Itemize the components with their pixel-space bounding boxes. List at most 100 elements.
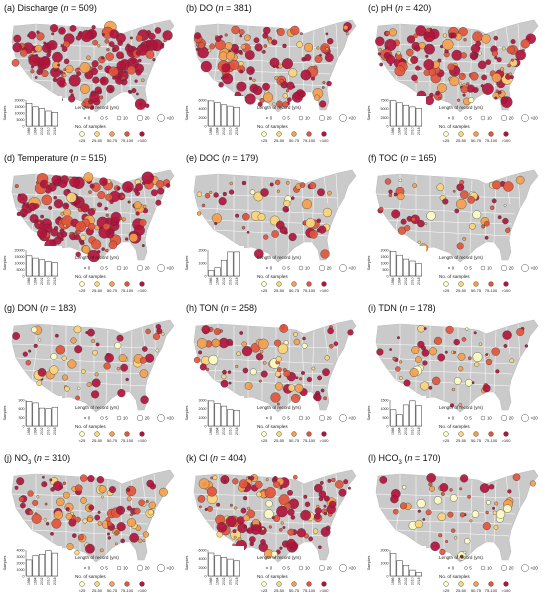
site-circle xyxy=(142,539,146,543)
length-legend-label: >20 xyxy=(531,266,539,271)
state-boundary xyxy=(379,357,516,365)
samples-legend-circle xyxy=(321,581,327,587)
histogram-bar xyxy=(233,410,240,427)
samples-legend-label: 25-50 xyxy=(274,138,285,143)
site-circle xyxy=(248,76,253,81)
site-circle xyxy=(296,528,306,538)
length-legend-label: 20 xyxy=(509,566,514,571)
site-circle xyxy=(88,504,95,511)
length-legend-circle xyxy=(157,564,165,572)
site-circle xyxy=(31,513,42,524)
site-circle xyxy=(286,538,296,548)
histogram-bar xyxy=(233,251,240,277)
histogram-ytick: 1000 xyxy=(381,262,389,266)
histogram-xtick: 1986 xyxy=(209,577,213,585)
histogram-ytick: 0 xyxy=(23,275,25,279)
site-circle xyxy=(503,204,507,207)
samples-legend-circle xyxy=(276,131,282,137)
site-circle xyxy=(90,67,98,76)
site-circle xyxy=(472,31,483,42)
samples-histogram: 2000 1000 0 Samples 1986 1994 2002 2010 2018 xyxy=(184,246,244,296)
samples-legend-circle xyxy=(276,581,282,587)
site-circle xyxy=(74,345,83,354)
site-circle xyxy=(121,76,126,80)
site-circle xyxy=(33,343,38,348)
site-circle xyxy=(64,386,70,392)
site-circle xyxy=(125,237,129,241)
state-boundary xyxy=(311,480,315,543)
histogram-xtick: 1994 xyxy=(34,127,38,135)
site-circle xyxy=(75,221,86,233)
site-circle xyxy=(327,327,334,335)
site-circle xyxy=(74,550,80,556)
length-legend-title: Length of record (yrs) xyxy=(75,255,119,260)
histogram-ytick: 300 xyxy=(19,416,25,420)
histogram-ytick: 20000 xyxy=(15,249,25,253)
site-circle xyxy=(288,68,298,78)
length-legend-circle xyxy=(480,115,486,121)
histogram-ytick: 600 xyxy=(19,407,25,411)
site-circle xyxy=(116,366,121,371)
site-circle xyxy=(213,328,221,336)
site-circle xyxy=(18,496,25,502)
length-legend-label: 10 xyxy=(305,566,310,571)
site-circle xyxy=(256,491,262,498)
site-circle xyxy=(325,32,329,36)
site-circle xyxy=(299,182,306,188)
samples-legend-label: >100 xyxy=(319,288,329,293)
site-circle xyxy=(496,57,502,63)
site-circle xyxy=(471,381,475,385)
us-map xyxy=(11,319,175,413)
state-boundary xyxy=(213,79,329,87)
site-circle xyxy=(233,506,238,510)
site-circle xyxy=(68,518,77,527)
samples-legend-circle xyxy=(109,281,115,287)
site-circle xyxy=(385,31,390,36)
histogram-xtick: 1986 xyxy=(27,427,31,435)
site-circle xyxy=(212,475,218,480)
site-circle xyxy=(314,94,321,101)
length-legend-label: >20 xyxy=(531,416,539,421)
length-legend-circle xyxy=(100,116,104,120)
site-circle xyxy=(323,504,327,508)
site-circle xyxy=(145,353,155,363)
site-circle xyxy=(459,82,463,86)
site-circle xyxy=(216,522,228,533)
site-circle xyxy=(97,510,101,514)
site-circle xyxy=(481,74,487,81)
site-circle xyxy=(423,69,431,76)
site-circle xyxy=(112,48,116,53)
histogram-ytick: 1500 xyxy=(381,399,389,403)
histogram-ytick: 2000 xyxy=(199,566,207,570)
site-circle xyxy=(36,380,43,386)
site-circle xyxy=(49,365,59,375)
samples-histogram: 4000 3000 2000 1000 0 Samples 1986 1994 2002 2010… xyxy=(2,546,62,596)
site-circle xyxy=(41,194,53,206)
histogram-xtick: 1994 xyxy=(34,277,38,285)
length-legend-label: 20 xyxy=(327,416,332,421)
site-circle xyxy=(485,510,489,515)
site-circle xyxy=(284,502,292,510)
histogram-bar xyxy=(32,402,39,427)
state-boundary xyxy=(153,473,157,509)
histogram-xtick: 2002 xyxy=(404,577,408,585)
site-circle xyxy=(165,183,171,188)
histogram-bar xyxy=(409,260,416,277)
state-boundary xyxy=(311,30,315,93)
histogram-bar xyxy=(38,259,46,277)
state-boundary xyxy=(213,379,329,387)
length-legend-circle xyxy=(339,114,347,122)
site-circle xyxy=(53,481,63,491)
site-circle xyxy=(261,527,265,531)
site-circle xyxy=(335,480,344,489)
histogram-bar xyxy=(38,554,46,577)
site-circle xyxy=(211,338,221,348)
length-legend-label: 20 xyxy=(509,116,514,121)
site-circle xyxy=(80,203,90,213)
site-circle xyxy=(138,499,145,506)
length-legend-label: 5 xyxy=(105,416,108,421)
state-boundary xyxy=(493,330,497,393)
site-circle xyxy=(320,249,330,259)
histogram-xtick: 2018 xyxy=(417,427,421,435)
